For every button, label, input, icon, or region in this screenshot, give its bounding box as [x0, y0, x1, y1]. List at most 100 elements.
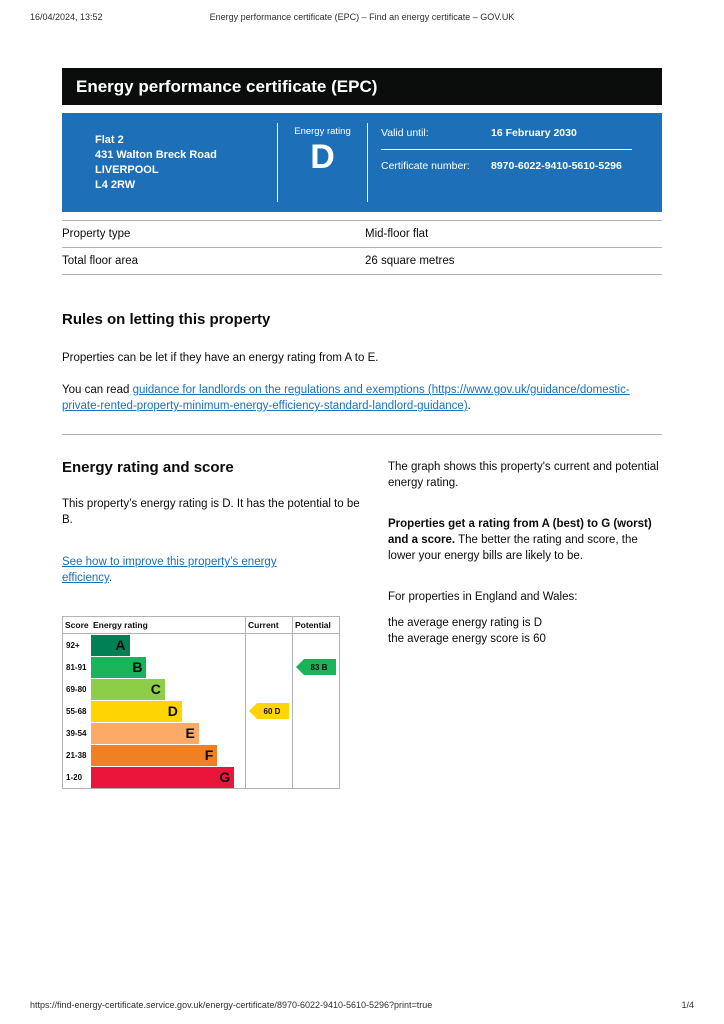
averages-paragraph: the average energy rating is D the avera…: [388, 615, 662, 647]
band-letter: G: [219, 769, 231, 785]
letting-rules-heading: Rules on letting this property: [62, 311, 271, 328]
band-score-label: 92+: [66, 640, 80, 650]
current-cell: [245, 722, 292, 744]
band-bar-cell: D: [91, 700, 245, 722]
table-row: Total floor area 26 square metres: [62, 247, 662, 275]
band-bar: B: [91, 656, 147, 678]
valid-until-label: Valid until:: [381, 127, 429, 139]
energy-rating-value: D: [310, 138, 335, 176]
footer-url: https://find-energy-certificate.service.…: [30, 1000, 433, 1010]
rating-explanation-paragraph: Properties get a rating from A (best) to…: [388, 516, 662, 564]
print-timestamp: 16/04/2024, 13:52: [30, 12, 103, 22]
certificate-summary-box: Flat 2 431 Walton Breck Road LIVERPOOL L…: [62, 113, 662, 212]
floor-area-value: 26 square metres: [365, 255, 455, 267]
validity-block: Valid until: 16 February 2030 Certificat…: [368, 123, 662, 202]
page-number: 1/4: [681, 1000, 694, 1010]
energy-rating-column-header: Energy rating: [93, 620, 148, 630]
epc-band-row: 55-68 D 60 D: [63, 700, 339, 722]
band-score-label: 81-91: [66, 662, 87, 672]
band-bar: F: [91, 744, 218, 766]
band-score-label: 1-20: [66, 772, 83, 782]
rating-intro-paragraph: This property’s energy rating is D. It h…: [62, 498, 360, 526]
address-line: 431 Walton Breck Road: [95, 148, 217, 161]
floor-area-label: Total floor area: [62, 255, 139, 267]
current-cell: [245, 744, 292, 766]
current-cell: [245, 634, 292, 656]
validity-divider: [381, 149, 632, 150]
band-bar-cell: F: [91, 744, 245, 766]
potential-cell: 83 B: [292, 656, 339, 678]
potential-cell: [292, 722, 339, 744]
band-score-label: 21-38: [66, 750, 87, 760]
guidance-text-prefix: You can read: [62, 384, 133, 396]
band-letter: E: [185, 725, 195, 741]
epc-chart-body: 92+ A 81-91 B 83 B 69-80 C 55-68 D 60 D 39-54 E 21-3…: [63, 634, 339, 788]
improve-efficiency-link[interactable]: See how to improve this property’s energ…: [62, 556, 277, 584]
current-rating-tag: 60 D: [249, 703, 289, 719]
certificate-number-value: 8970-6022-9410-5610-5296: [491, 160, 622, 172]
epc-band-row: 81-91 B 83 B: [63, 656, 339, 678]
epc-chart: Score Energy rating Current Potential 92…: [62, 616, 340, 789]
section-divider: [62, 434, 662, 435]
graph-intro-paragraph: The graph shows this property's current …: [388, 461, 659, 489]
score-column-header: Score: [65, 620, 89, 630]
table-row: Property type Mid-floor flat: [62, 220, 662, 247]
certificate-number-label: Certificate number:: [381, 160, 470, 172]
band-score-label: 55-68: [66, 706, 87, 716]
rating-explanation-bold: Properties get a rating from A (best) to…: [388, 518, 652, 546]
rating-left-column: Energy rating and score This property’s …: [62, 459, 362, 789]
for-properties-paragraph: For properties in England and Wales:: [388, 591, 578, 603]
print-header: 16/04/2024, 13:52 Energy performance cer…: [0, 12, 724, 22]
epc-banner: Energy performance certificate (EPC): [62, 68, 662, 105]
energy-rating-section: Energy rating and score This property’s …: [62, 459, 662, 789]
current-column-header: Current: [245, 617, 292, 633]
epc-band-row: 69-80 C: [63, 678, 339, 700]
potential-cell: [292, 678, 339, 700]
band-letter: F: [204, 747, 214, 763]
band-bar: E: [91, 722, 199, 744]
epc-band-row: 1-20 G: [63, 766, 339, 788]
current-cell: [245, 766, 292, 788]
band-bar: G: [91, 766, 235, 788]
rating-explanation-rest: The better the rating and score, the low…: [388, 534, 638, 562]
band-score-label: 69-80: [66, 684, 87, 694]
potential-column-header: Potential: [292, 617, 339, 633]
potential-cell: [292, 634, 339, 656]
summary-divider: [277, 123, 278, 202]
summary-divider: [367, 123, 368, 202]
energy-rating-label: Energy rating: [294, 126, 351, 137]
improve-paragraph: See how to improve this property’s energ…: [62, 554, 312, 586]
band-letter: B: [132, 659, 143, 675]
rating-section-heading: Energy rating and score: [62, 459, 234, 476]
address-line: L4 2RW: [95, 178, 136, 191]
address-line: Flat 2: [95, 133, 124, 146]
potential-cell: [292, 744, 339, 766]
band-bar-cell: G: [91, 766, 245, 788]
band-bar: D: [91, 700, 182, 722]
certificate-page: Energy performance certificate (EPC) Fla…: [62, 68, 662, 789]
band-letter: A: [115, 637, 126, 653]
current-cell: [245, 656, 292, 678]
band-letter: C: [150, 681, 161, 697]
band-bar-cell: A: [91, 634, 245, 656]
print-page-title: Energy performance certificate (EPC) – F…: [209, 12, 515, 22]
letting-guidance-paragraph: You can read guidance for landlords on t…: [62, 382, 650, 414]
property-type-label: Property type: [62, 228, 131, 240]
improve-suffix: .: [108, 572, 113, 584]
average-score-line: the average energy score is 60: [388, 633, 546, 645]
landlord-guidance-link[interactable]: guidance for landlords on the regulation…: [62, 384, 630, 412]
band-bar: A: [91, 634, 130, 656]
potential-rating-tag: 83 B: [296, 659, 336, 675]
band-letter: D: [167, 703, 178, 719]
potential-cell: [292, 700, 339, 722]
rating-right-column: The graph shows this property's current …: [362, 459, 662, 789]
band-bar-cell: E: [91, 722, 245, 744]
epc-band-row: 21-38 F: [63, 744, 339, 766]
average-rating-line: the average energy rating is D: [388, 617, 543, 629]
guidance-text-suffix: .: [467, 400, 471, 412]
current-cell: 60 D: [245, 700, 292, 722]
property-details-table: Property type Mid-floor flat Total floor…: [62, 220, 662, 275]
valid-until-value: 16 February 2030: [491, 127, 577, 139]
potential-cell: [292, 766, 339, 788]
letting-rules-paragraph: Properties can be let if they have an en…: [62, 352, 379, 364]
